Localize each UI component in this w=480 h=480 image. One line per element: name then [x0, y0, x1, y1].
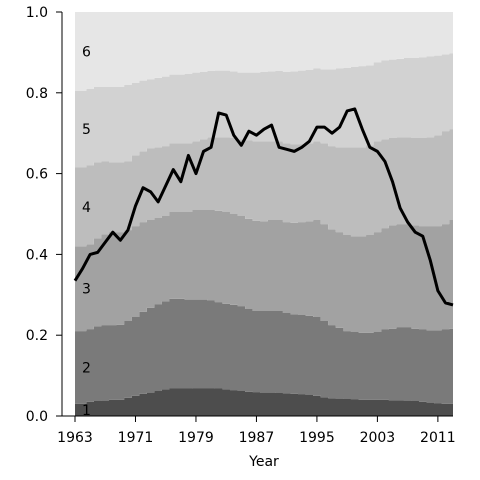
y-tick-label: 0.4 [26, 247, 48, 263]
area-band-5 [75, 53, 453, 168]
x-tick-label: 2003 [360, 430, 396, 446]
y-tick-label: 0.0 [26, 409, 48, 425]
band-label-4: 4 [82, 200, 91, 216]
x-ticks: 1963 1971 1979 1987 1995 2003 2011 [57, 416, 456, 446]
band-label-1: 1 [82, 403, 91, 419]
band-labels: 1 2 3 4 5 6 [82, 44, 91, 419]
axes [61, 12, 453, 417]
x-tick-label: 1963 [57, 430, 93, 446]
band-label-2: 2 [82, 361, 91, 377]
band-label-5: 5 [82, 122, 91, 138]
y-tick-label: 1.0 [26, 5, 48, 21]
area-bands [75, 12, 453, 416]
series-line-group [73, 107, 454, 307]
y-tick-label: 0.6 [26, 167, 48, 183]
area-band-2 [75, 298, 453, 404]
x-axis-label: Year [248, 454, 279, 470]
x-tick-label: 1995 [299, 430, 335, 446]
y-tick-label: 0.2 [26, 328, 48, 344]
x-tick-label: 1971 [118, 430, 154, 446]
area-band-1 [75, 388, 453, 416]
area-band-3 [75, 209, 453, 333]
band-label-3: 3 [82, 282, 91, 298]
x-tick-label: 2011 [420, 430, 456, 446]
x-tick-label: 1987 [239, 430, 275, 446]
x-tick-label: 1979 [178, 430, 214, 446]
band-label-6: 6 [82, 44, 91, 60]
area-band-6 [75, 12, 453, 91]
area-band-4 [75, 129, 453, 247]
y-ticks: 0.0 0.2 0.4 0.6 0.8 1.0 [26, 5, 62, 425]
y-tick-label: 0.8 [26, 86, 48, 102]
series-line [73, 107, 454, 307]
